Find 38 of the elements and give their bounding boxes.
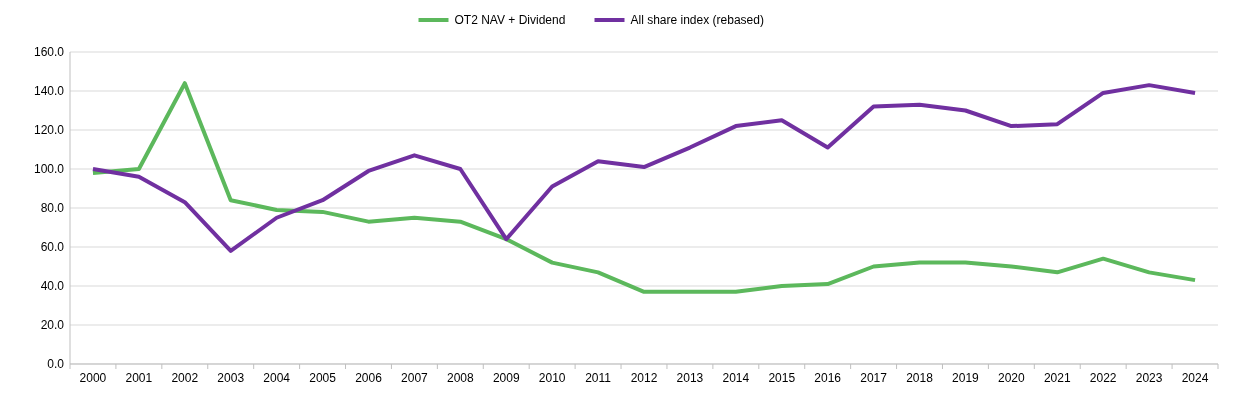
x-tick-label: 2007 bbox=[401, 371, 429, 385]
line-series bbox=[90, 83, 1198, 253]
x-tick-label: 2013 bbox=[676, 371, 704, 385]
y-tick-label: 60.0 bbox=[40, 240, 65, 255]
x-tick-label: 2017 bbox=[860, 371, 888, 385]
x-tick-label: 2020 bbox=[998, 371, 1026, 385]
x-tick-label: 2022 bbox=[1089, 371, 1117, 385]
line-series bbox=[90, 81, 1198, 294]
x-tick-label: 2010 bbox=[538, 371, 566, 385]
x-tick-label: 2001 bbox=[125, 371, 153, 385]
y-tick-label: 120.0 bbox=[33, 123, 65, 138]
x-tick-label: 2016 bbox=[814, 371, 842, 385]
x-tick-label: 2004 bbox=[263, 371, 291, 385]
x-tick-label: 2009 bbox=[492, 371, 520, 385]
x-tick-label: 2019 bbox=[952, 371, 980, 385]
x-tick-label: 2021 bbox=[1043, 371, 1071, 385]
x-tick-label: 2023 bbox=[1135, 371, 1163, 385]
x-tick-label: 2015 bbox=[768, 371, 796, 385]
y-tick-label: 80.0 bbox=[40, 201, 65, 216]
x-tick-label: 2024 bbox=[1181, 371, 1209, 385]
y-tick-label: 20.0 bbox=[40, 318, 65, 333]
x-tick-label: 2003 bbox=[217, 371, 245, 385]
x-tick-label: 2011 bbox=[585, 371, 612, 385]
x-tick-label: 2012 bbox=[630, 371, 658, 385]
legend-label: All share index (rebased) bbox=[630, 13, 764, 28]
x-tick-label: 2006 bbox=[355, 371, 383, 385]
y-tick-label: 40.0 bbox=[40, 279, 65, 294]
y-tick-label: 160.0 bbox=[33, 45, 65, 60]
y-tick-label: 0.0 bbox=[47, 357, 65, 372]
y-tick-label: 100.0 bbox=[33, 162, 65, 177]
y-tick-label: 140.0 bbox=[33, 84, 65, 99]
x-tick-label: 2018 bbox=[906, 371, 934, 385]
x-tick-label: 2000 bbox=[79, 371, 107, 385]
x-tick-label: 2014 bbox=[722, 371, 750, 385]
x-tick-label: 2008 bbox=[446, 371, 474, 385]
x-tick-label: 2002 bbox=[171, 371, 199, 385]
x-tick-label: 2005 bbox=[309, 371, 337, 385]
legend-label: OT2 NAV + Dividend bbox=[454, 13, 566, 28]
